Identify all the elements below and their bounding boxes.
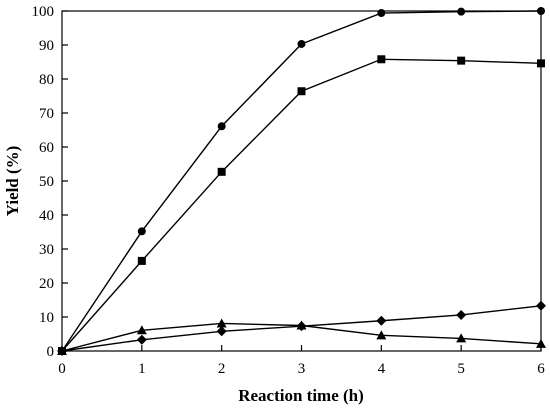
y-tick-label: 0 <box>47 344 55 360</box>
series <box>57 7 546 356</box>
square-marker <box>297 87 306 96</box>
diamond-marker <box>136 334 147 345</box>
y-tick-label: 20 <box>39 276 54 292</box>
x-tick-label: 0 <box>58 361 66 377</box>
circle-marker <box>137 227 146 236</box>
triangle-marker <box>456 333 467 343</box>
triangle-marker <box>376 330 387 340</box>
triangle-marker <box>216 318 227 328</box>
x-tick-label: 3 <box>298 361 306 377</box>
diamond-marker <box>536 300 546 311</box>
series-square <box>58 55 545 355</box>
x-tick-label: 1 <box>138 361 146 377</box>
circle-marker <box>297 39 306 48</box>
x-tick-label: 5 <box>457 361 465 377</box>
circle-marker <box>217 122 226 131</box>
y-tick-label: 100 <box>32 4 55 20</box>
square-marker <box>217 167 226 176</box>
square-marker <box>537 59 545 68</box>
triangle-marker <box>57 346 67 355</box>
y-tick-label: 10 <box>39 310 54 326</box>
y-axis-title: Yield (%) <box>3 146 22 217</box>
series-line-circle <box>61 10 542 352</box>
circle-marker <box>457 7 466 16</box>
y-tick-label: 80 <box>39 72 54 88</box>
y-tick-label: 40 <box>39 208 54 224</box>
ticks: 0 10 20 30 40 50 60 70 80 90 100 0 1 2 3 4 5 6 <box>32 4 546 377</box>
square-marker <box>457 56 466 65</box>
square-marker <box>377 55 386 64</box>
axes <box>61 10 542 352</box>
x-tick-label: 4 <box>378 361 386 377</box>
square-marker <box>137 256 146 265</box>
series-circle <box>58 7 545 355</box>
circle-marker <box>377 9 386 18</box>
y-tick-label: 70 <box>39 106 54 122</box>
triangle-marker <box>536 338 546 348</box>
x-tick-label: 6 <box>537 361 545 377</box>
y-tick-label: 50 <box>39 174 54 190</box>
x-tick-label: 2 <box>218 361 226 377</box>
triangle-marker <box>296 320 307 330</box>
triangle-marker <box>136 325 147 335</box>
diamond-marker <box>376 315 387 326</box>
diamond-marker <box>216 326 227 337</box>
series-line-square <box>61 58 542 352</box>
diamond-marker <box>456 309 467 320</box>
y-tick-label: 90 <box>39 38 54 54</box>
y-tick-label: 60 <box>39 140 54 156</box>
y-tick-label: 30 <box>39 242 54 258</box>
plot-frame <box>61 10 542 352</box>
x-axis-title: Reaction time (h) <box>238 386 364 405</box>
circle-marker <box>537 7 545 15</box>
series-triangle <box>57 318 546 355</box>
